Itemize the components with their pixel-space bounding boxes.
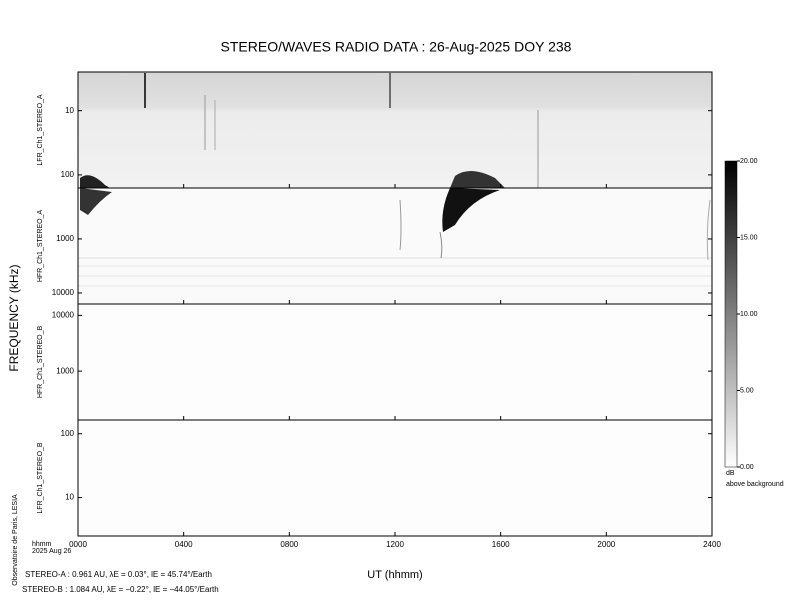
y-tick-label: 1000 [56,234,74,243]
y-tick-label: 100 [61,170,75,179]
panel-label: LFR_Ch1_STEREO_A [37,94,44,166]
credit: Observatoire de Paris, LESIA [12,494,19,586]
stereo-b-info: STEREO-B : 1.084 AU, λE = −0.22°, lE = −… [22,585,219,594]
x-tick-label: 1600 [492,540,510,549]
colorbar-tick-label: 0.00 [740,464,754,471]
colorbar-unit: dB [726,470,735,477]
panel-bg [78,188,712,304]
colorbar-caption: above background [726,481,784,488]
texture [78,73,712,287]
y-tick-label: 10 [65,106,74,115]
y-tick-label: 10000 [52,310,75,319]
colorbar-tick-label: 15.00 [740,234,758,241]
x-tick-label: 0800 [280,540,298,549]
x-axis-label: UT (hhmm) [367,569,422,581]
y-tick-label: 10 [65,493,74,502]
colorbar-tick-label: 20.00 [740,158,758,165]
title: STEREO/WAVES RADIO DATA : 26-Aug-2025 DO… [221,39,572,55]
texture [80,170,711,261]
panel-label: HFR_Ch1_STEREO_B [37,325,44,398]
panel-bg [78,72,712,188]
y-tick-label: 1000 [56,366,74,375]
footer-date: 2025 Aug 26 [32,548,71,555]
stereo-a-info: STEREO-A : 0.961 AU, λE = 0.03°, lE = 45… [25,570,212,579]
x-tick-label: 1200 [386,540,404,549]
x-tick-label: 2400 [703,540,721,549]
colorbar-tick-label: 10.00 [740,311,758,318]
x-tick-label: 2000 [597,540,615,549]
footer-hhmm: hhmm [32,541,52,548]
y-tick-label: 100 [61,429,75,438]
y-axis-label: FREQUENCY (kHz) [7,264,21,371]
colorbar-tick-label: 5.00 [740,387,754,394]
colorbar [724,160,738,468]
x-tick-label: 0000 [69,540,87,549]
panel-label: LFR_Ch1_STEREO_B [37,442,44,514]
y-tick-label: 10000 [52,288,75,297]
panel-label: HFR_Ch1_STEREO_A [37,209,44,282]
x-tick-label: 0400 [175,540,193,549]
